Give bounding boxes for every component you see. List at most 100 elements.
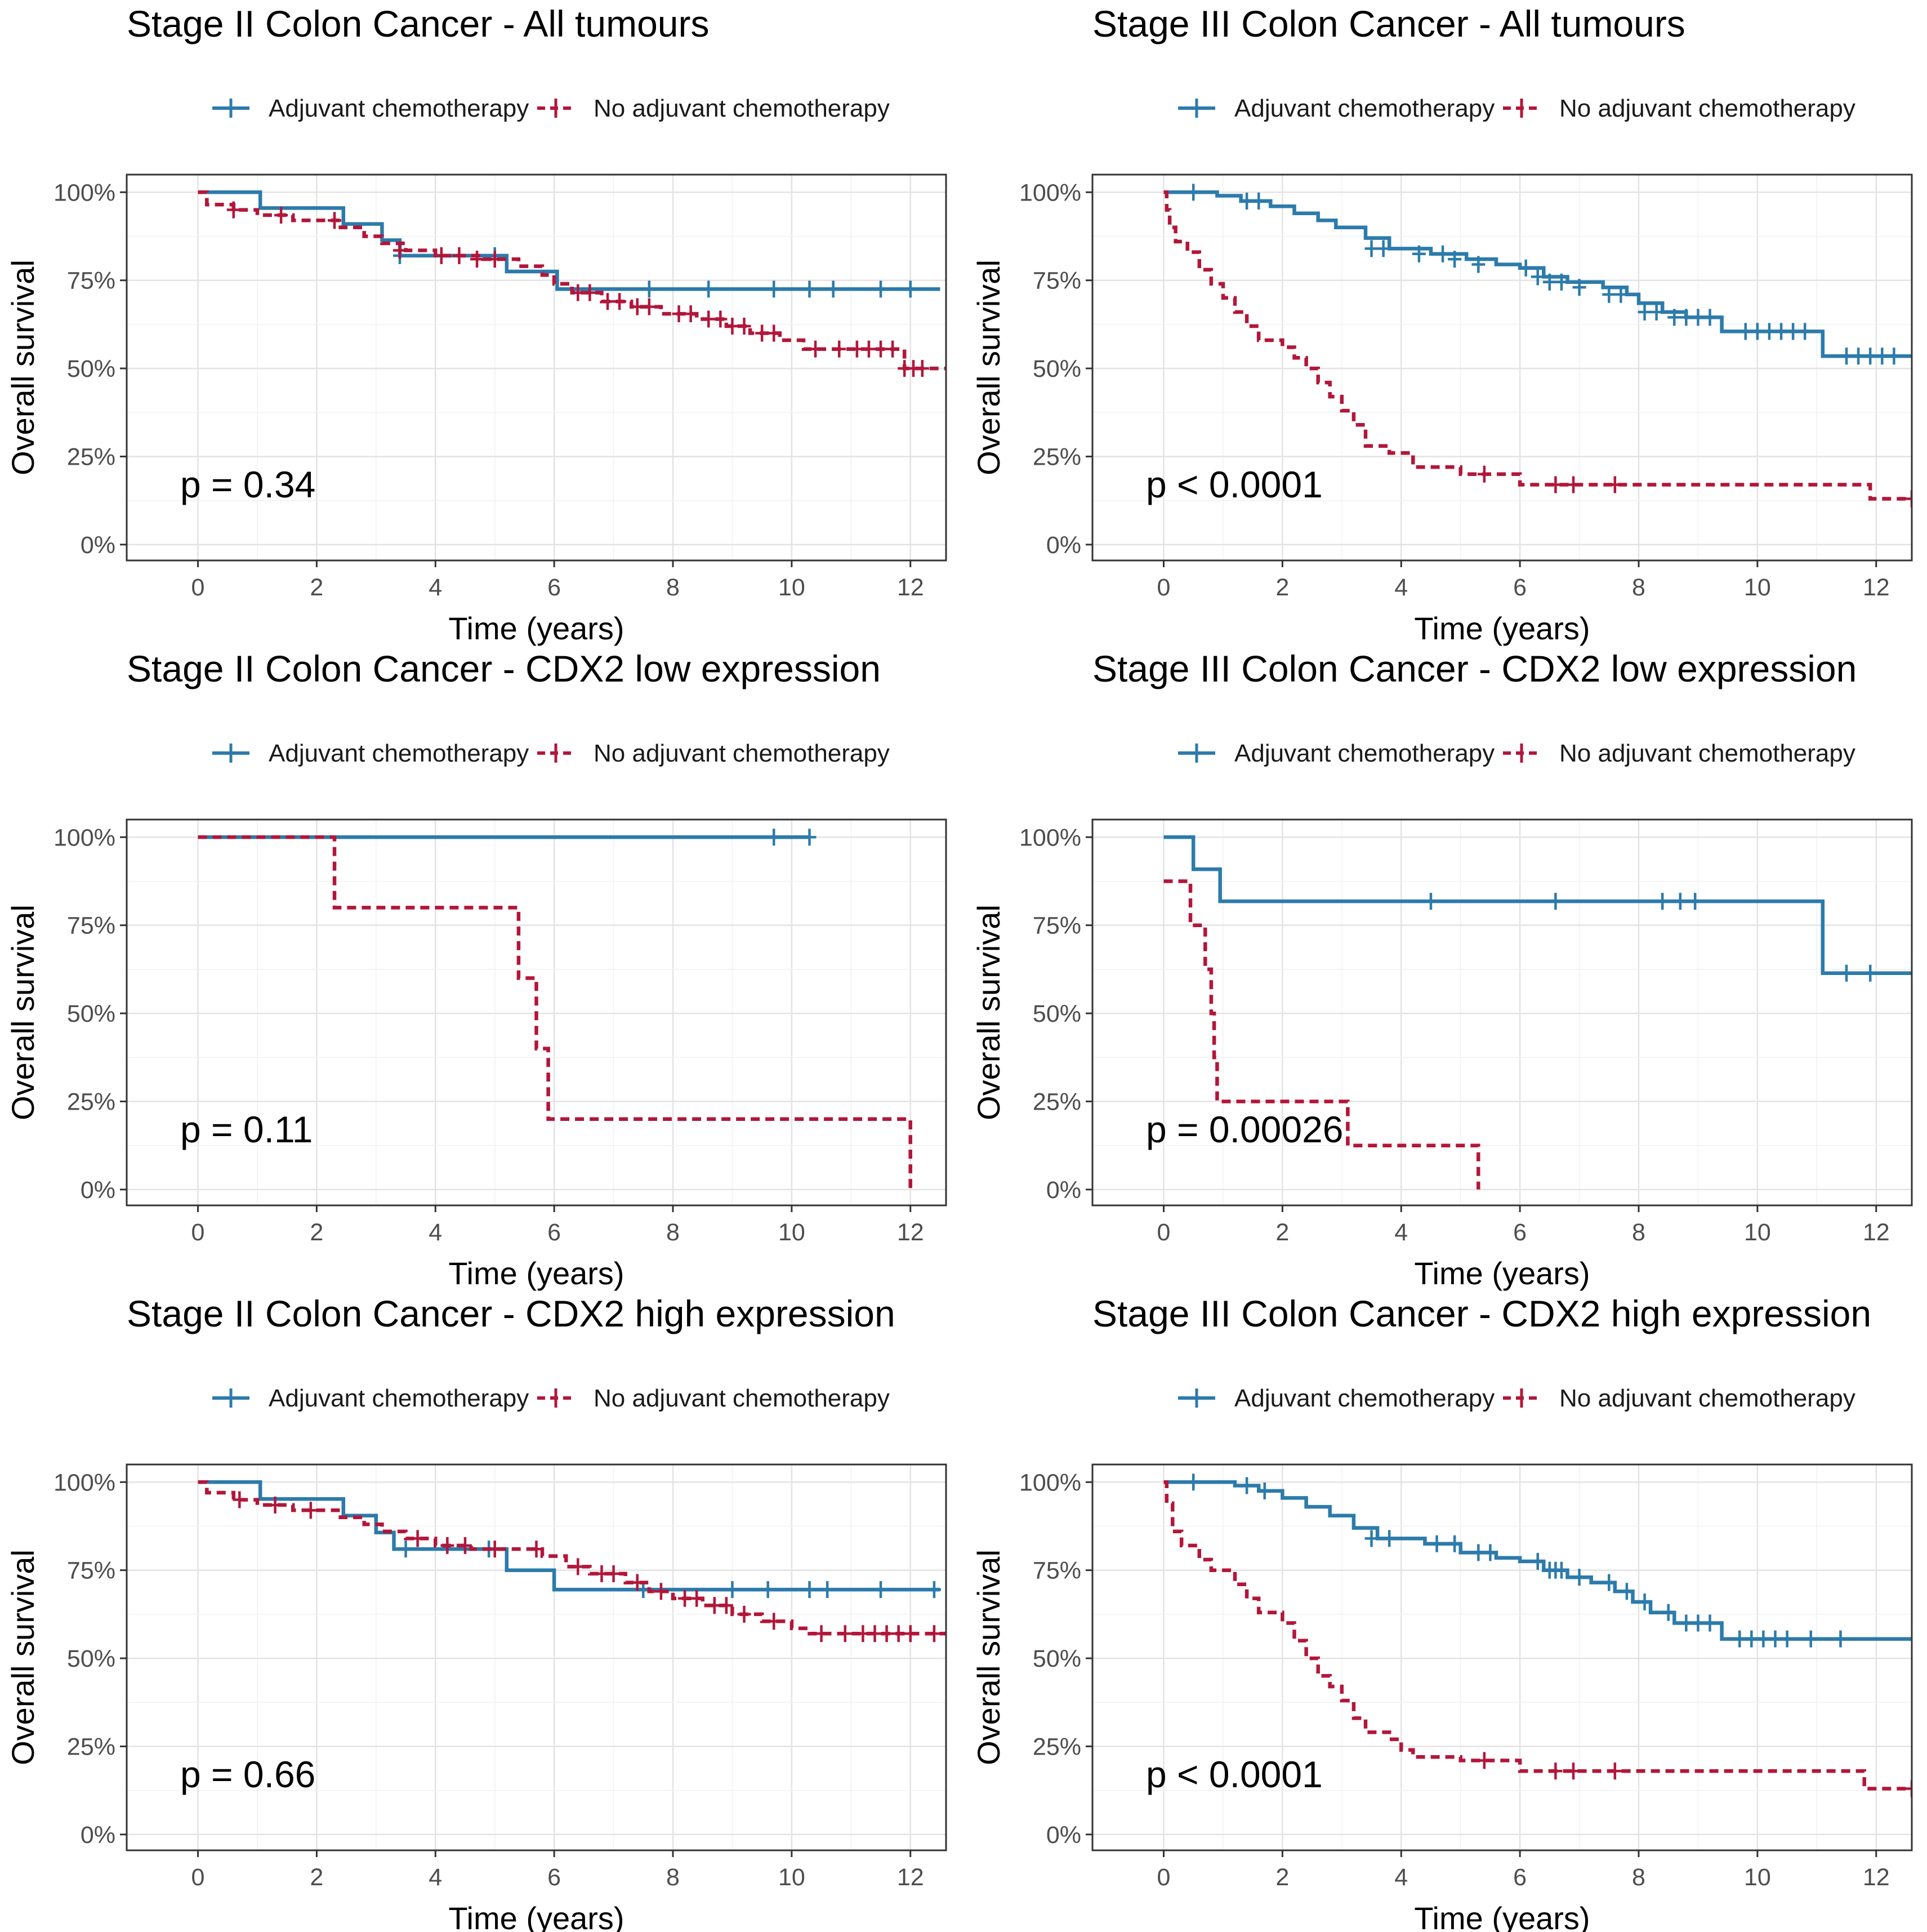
x-tick-label: 10 bbox=[1744, 1219, 1771, 1246]
y-tick-label: 0% bbox=[81, 1822, 115, 1849]
x-tick-label: 8 bbox=[1632, 574, 1645, 601]
x-tick-label: 0 bbox=[191, 1219, 205, 1246]
x-tick-label: 10 bbox=[778, 1864, 805, 1891]
legend-key bbox=[212, 99, 249, 118]
y-axis-label: Overall survival bbox=[5, 905, 41, 1120]
x-tick-label: 0 bbox=[191, 1864, 205, 1891]
legend-key bbox=[212, 1388, 249, 1408]
plot-area bbox=[127, 1464, 946, 1850]
plot-area bbox=[127, 175, 946, 560]
y-tick-label: 100% bbox=[53, 179, 115, 206]
p-value: p = 0.11 bbox=[180, 1109, 313, 1150]
y-tick-label: 100% bbox=[1019, 1469, 1081, 1496]
y-tick-label: 25% bbox=[67, 443, 115, 470]
y-tick-label: 75% bbox=[1033, 268, 1081, 295]
curves bbox=[1163, 1474, 1912, 1797]
survival-curve bbox=[1163, 879, 1480, 1190]
y-tick-label: 75% bbox=[67, 912, 115, 940]
y-tick-label: 25% bbox=[1033, 1088, 1081, 1115]
survival-curve bbox=[198, 835, 912, 1190]
p-value: p < 0.0001 bbox=[1146, 464, 1323, 505]
y-tick-label: 50% bbox=[67, 1645, 115, 1672]
panel-border bbox=[126, 818, 947, 1207]
legend: Adjuvant chemotherapy No adjuvant chemoth… bbox=[212, 1385, 890, 1412]
p-value: p = 0.00026 bbox=[1146, 1109, 1344, 1150]
x-tick-label: 10 bbox=[778, 574, 805, 601]
x-tick-label: 4 bbox=[1394, 574, 1408, 601]
y-tick-label: 25% bbox=[1033, 1733, 1081, 1760]
x-axis-label: Time (years) bbox=[448, 1256, 624, 1291]
y-axis-label: Overall survival bbox=[971, 905, 1006, 1120]
curves bbox=[198, 190, 946, 377]
y-tick-label: 100% bbox=[1019, 824, 1081, 851]
x-tick-label: 6 bbox=[1513, 574, 1527, 601]
x-tick-label: 6 bbox=[547, 1864, 561, 1891]
legend-label: No adjuvant chemotherapy bbox=[594, 1385, 890, 1412]
survival-curve bbox=[198, 1480, 946, 1636]
x-tick-label: 10 bbox=[1744, 1864, 1771, 1891]
x-tick-label: 12 bbox=[1863, 1864, 1890, 1891]
y-tick-label: 0% bbox=[1046, 1822, 1081, 1849]
x-tick-label: 12 bbox=[897, 1864, 924, 1891]
y-axis-label: Overall survival bbox=[971, 1550, 1006, 1765]
legend-key bbox=[537, 1388, 574, 1408]
y-tick-label: 0% bbox=[1046, 532, 1081, 559]
legend-label: No adjuvant chemotherapy bbox=[1559, 1385, 1855, 1412]
x-tick-label: 2 bbox=[310, 1864, 323, 1891]
x-axis-label: Time (years) bbox=[1414, 611, 1590, 646]
x-tick-label: 6 bbox=[1513, 1864, 1527, 1891]
panel-border bbox=[126, 173, 947, 562]
y-axis-label: Overall survival bbox=[971, 260, 1006, 475]
survival-curve bbox=[198, 190, 940, 291]
legend: Adjuvant chemotherapy No adjuvant chemoth… bbox=[1178, 95, 1855, 122]
y-tick-label: 0% bbox=[1046, 1177, 1081, 1204]
legend: Adjuvant chemotherapy No adjuvant chemoth… bbox=[212, 740, 890, 767]
legend-label: Adjuvant chemotherapy bbox=[1234, 740, 1495, 767]
survival-curve bbox=[1163, 1480, 1912, 1791]
x-tick-label: 4 bbox=[429, 1219, 442, 1246]
x-tick-label: 4 bbox=[429, 574, 442, 601]
y-tick-label: 75% bbox=[1033, 912, 1081, 940]
gridlines bbox=[1092, 1464, 1912, 1850]
survival-curve bbox=[1163, 190, 1912, 501]
km-panel: Stage II Colon Cancer - CDX2 high expres… bbox=[5, 1293, 947, 1932]
x-axis-label: Time (years) bbox=[448, 611, 624, 646]
x-tick-label: 8 bbox=[666, 574, 680, 601]
panel-border bbox=[126, 1463, 947, 1851]
x-tick-label: 0 bbox=[1157, 574, 1171, 601]
x-tick-label: 0 bbox=[1157, 1219, 1171, 1246]
y-tick-label: 25% bbox=[1033, 443, 1081, 470]
y-tick-label: 0% bbox=[81, 532, 115, 559]
curves bbox=[198, 1480, 946, 1642]
panel-border bbox=[1091, 1463, 1913, 1851]
x-tick-label: 0 bbox=[1157, 1864, 1171, 1891]
x-tick-label: 2 bbox=[310, 1219, 323, 1246]
x-axis-label: Time (years) bbox=[1414, 1256, 1590, 1291]
x-tick-label: 2 bbox=[1275, 574, 1289, 601]
legend: Adjuvant chemotherapy No adjuvant chemoth… bbox=[1178, 740, 1855, 767]
x-tick-label: 4 bbox=[1394, 1219, 1408, 1246]
x-tick-label: 10 bbox=[778, 1219, 805, 1246]
panel-border bbox=[1091, 173, 1913, 562]
legend: Adjuvant chemotherapy No adjuvant chemoth… bbox=[1178, 1385, 1855, 1412]
panel-title: Stage II Colon Cancer - CDX2 high expres… bbox=[127, 1293, 895, 1334]
legend-label: No adjuvant chemotherapy bbox=[594, 95, 890, 122]
x-tick-label: 12 bbox=[897, 1219, 924, 1246]
x-tick-label: 2 bbox=[310, 574, 323, 601]
x-tick-label: 8 bbox=[666, 1219, 680, 1246]
plot-area bbox=[1092, 1464, 1912, 1850]
panel-title: Stage III Colon Cancer - CDX2 low expres… bbox=[1092, 648, 1857, 689]
y-tick-label: 75% bbox=[67, 1557, 115, 1584]
y-tick-label: 0% bbox=[81, 1177, 115, 1204]
y-tick-label: 50% bbox=[67, 1000, 115, 1027]
legend-key bbox=[1503, 99, 1540, 118]
x-tick-label: 8 bbox=[1632, 1864, 1645, 1891]
legend-key bbox=[1178, 744, 1215, 763]
x-tick-label: 10 bbox=[1744, 574, 1771, 601]
y-tick-label: 50% bbox=[1033, 1000, 1081, 1027]
y-tick-label: 50% bbox=[1033, 1645, 1081, 1672]
legend-key bbox=[1178, 99, 1215, 118]
legend-label: Adjuvant chemotherapy bbox=[1234, 95, 1495, 122]
p-value: p < 0.0001 bbox=[1146, 1753, 1323, 1795]
